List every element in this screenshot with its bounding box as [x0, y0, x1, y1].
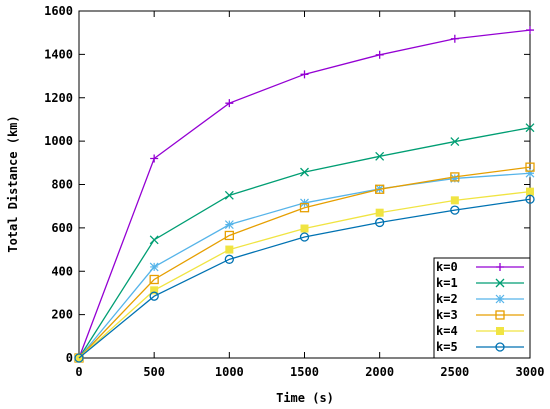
data-point [225, 99, 234, 108]
y-tick-label: 1000 [44, 134, 73, 148]
y-tick-label: 1400 [44, 47, 73, 61]
y-tick-label: 1200 [44, 91, 73, 105]
data-point [149, 235, 159, 245]
legend-marker [496, 263, 504, 271]
data-point [450, 174, 460, 183]
x-tick-label: 1000 [215, 365, 244, 379]
series-line [78, 198, 531, 359]
x-tick-label: 1500 [290, 365, 319, 379]
series-layer [74, 26, 535, 363]
x-tick-label: 0 [75, 365, 82, 379]
legend-box [433, 257, 531, 359]
y-tick-label: 800 [51, 178, 73, 192]
legend-label: k=5 [436, 340, 458, 354]
data-point [300, 70, 309, 79]
y-tick-label: 200 [51, 308, 73, 322]
data-point [450, 196, 459, 205]
legend-marker [495, 294, 505, 304]
series-line [78, 166, 531, 359]
data-point [224, 230, 234, 241]
legend-marker [495, 310, 505, 320]
data-point [224, 254, 234, 264]
data-point [299, 203, 310, 213]
legend: k=0 k=1 k=2 k=3 k=4 k=5 [433, 257, 531, 359]
y-tick-label: 600 [51, 221, 73, 235]
data-point [375, 184, 385, 194]
data-point [450, 137, 460, 147]
y-tick-label: 0 [66, 351, 73, 365]
data-point [375, 151, 385, 161]
data-point [525, 194, 535, 204]
data-point [74, 353, 84, 363]
legend-label: k=2 [436, 292, 458, 306]
y-tick-label: 400 [51, 264, 73, 278]
data-point [526, 187, 534, 196]
data-point [300, 167, 309, 177]
x-axis-label: Time (s) [276, 391, 334, 405]
legend-label: k=4 [436, 324, 458, 338]
data-point [224, 220, 234, 230]
data-point [525, 168, 535, 178]
data-point [224, 190, 234, 200]
y-axis: 0 200 400 600 800 1000 1200 1400 1600 [44, 4, 530, 365]
data-point [150, 154, 159, 163]
legend-label: k=3 [436, 308, 458, 322]
legend-marker [496, 327, 504, 335]
y-axis-label: Total Distance (km) [6, 115, 20, 252]
data-point [525, 123, 535, 133]
data-point [375, 217, 385, 228]
legend-marker [495, 342, 505, 352]
data-point [375, 50, 384, 59]
legend-label: k=0 [436, 260, 458, 274]
data-point [225, 245, 234, 254]
x-axis: 0 500 1000 1500 2000 2500 3000 [75, 11, 544, 379]
x-tick-label: 2500 [440, 365, 469, 379]
data-point [149, 262, 159, 272]
x-tick-label: 500 [143, 365, 165, 379]
series-k=5 [74, 194, 535, 363]
legend-marker [495, 278, 505, 288]
x-tick-label: 2000 [365, 365, 394, 379]
y-tick-label: 1600 [44, 4, 73, 18]
data-point [300, 224, 309, 233]
data-point [149, 291, 159, 301]
data-point [526, 26, 534, 35]
data-point [450, 34, 459, 43]
x-tick-label: 3000 [516, 365, 545, 379]
legend-label: k=1 [436, 276, 458, 290]
data-point [149, 274, 159, 285]
data-point [150, 286, 159, 295]
data-point [299, 232, 310, 242]
data-point [375, 208, 384, 217]
data-point [450, 205, 460, 215]
data-point [450, 172, 460, 182]
data-point [525, 162, 535, 172]
data-point [300, 198, 309, 208]
